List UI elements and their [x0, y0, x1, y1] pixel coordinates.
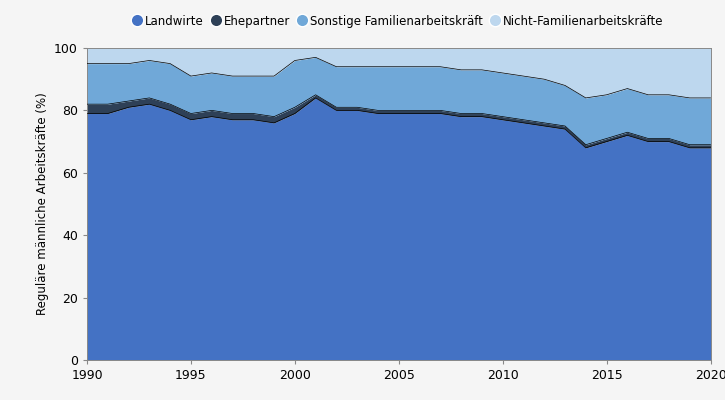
Legend: Landwirte, Ehepartner, Sonstige Familienarbeitskräft, Nicht-Familienarbeitskräft: Landwirte, Ehepartner, Sonstige Familien… — [129, 10, 668, 33]
Y-axis label: Reguläre männliche Arbeitskräfte (%): Reguläre männliche Arbeitskräfte (%) — [36, 93, 49, 315]
